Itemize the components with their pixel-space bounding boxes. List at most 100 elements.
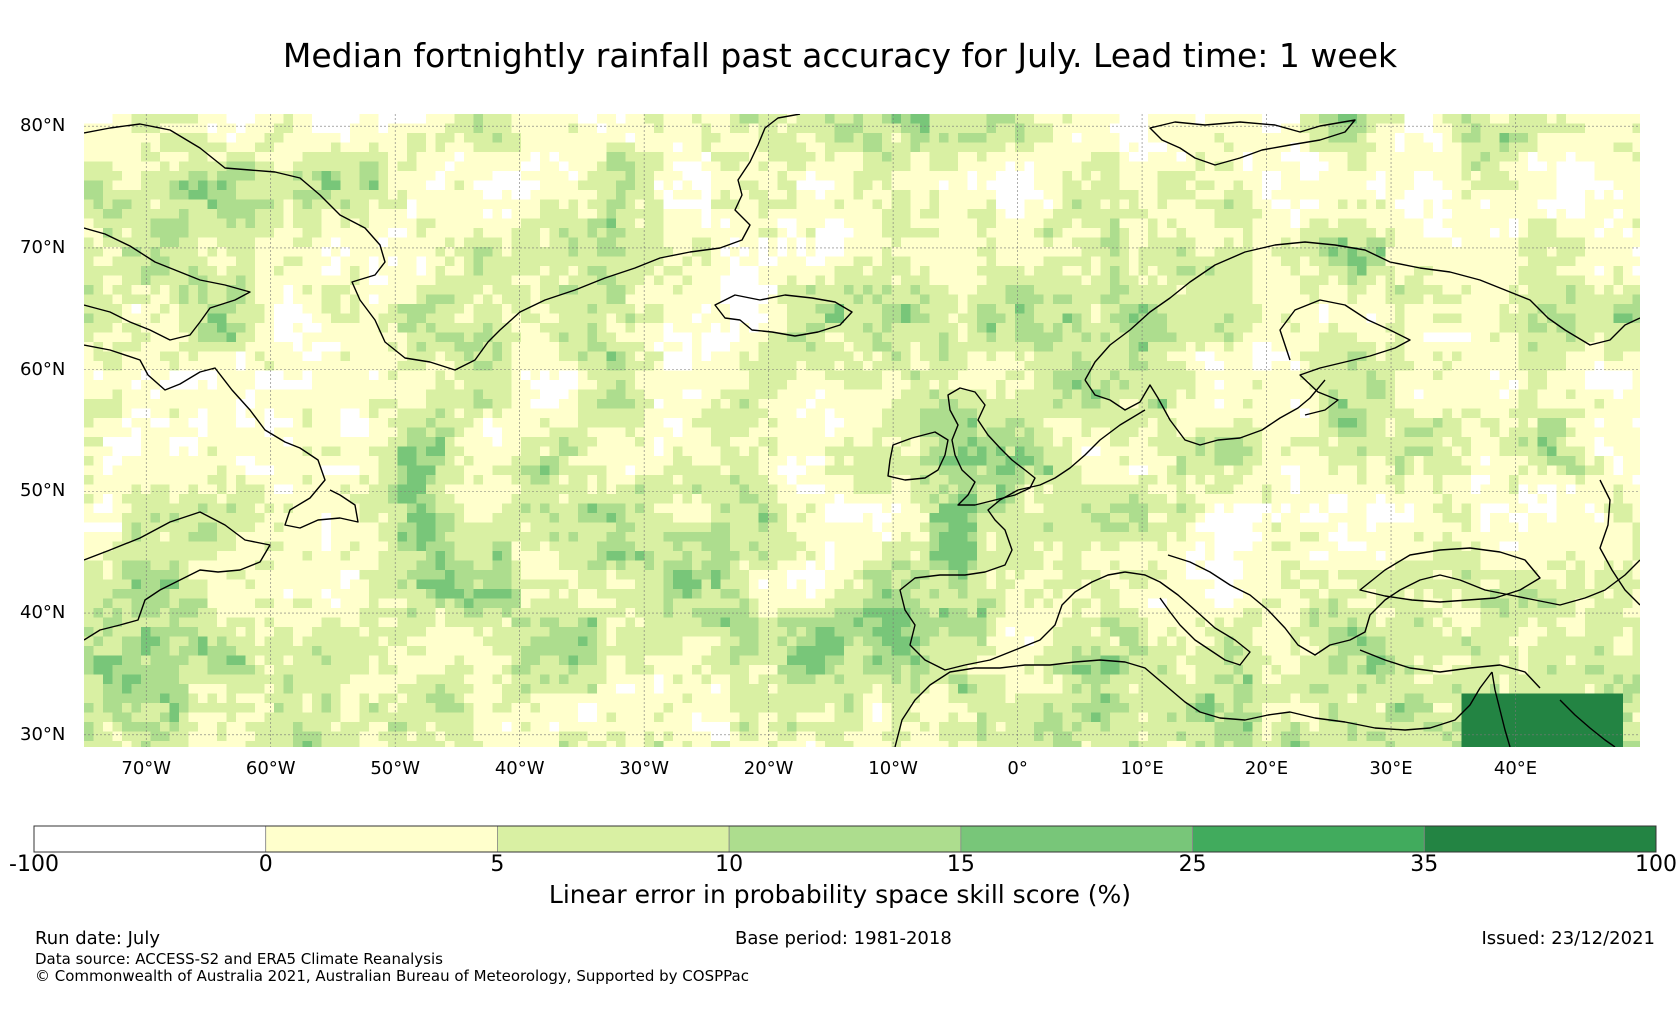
skill-cell [255, 228, 265, 238]
skill-cell [473, 494, 484, 504]
skill-cell [397, 475, 408, 485]
skill-cell [749, 646, 759, 656]
skill-cell [112, 636, 123, 647]
skill-cell [264, 617, 275, 628]
skill-cell [112, 209, 123, 219]
skill-cell [578, 247, 588, 257]
skill-cell [464, 541, 474, 552]
skill-cell [616, 589, 626, 599]
skill-cell [521, 228, 531, 238]
skill-cell [321, 332, 332, 343]
skill-cell [217, 551, 227, 561]
skill-cell [739, 684, 750, 694]
skill-cell [720, 684, 731, 694]
skill-cell [122, 313, 132, 324]
skill-cell [483, 712, 493, 723]
skill-cell [625, 171, 636, 181]
skill-cell [473, 684, 484, 694]
skill-cell [359, 133, 370, 143]
skill-cell [359, 551, 370, 561]
skill-cell [692, 180, 702, 191]
skill-cell [587, 560, 598, 571]
skill-cell [644, 285, 655, 295]
skill-cell [758, 627, 769, 637]
skill-cell [236, 389, 246, 400]
skill-cell [312, 351, 322, 362]
skill-cell [606, 114, 617, 124]
skill-cell [597, 218, 607, 229]
skill-cell [426, 693, 436, 704]
skill-cell [369, 294, 379, 305]
skill-cell [502, 389, 512, 400]
skill-cell [521, 684, 531, 694]
skill-cell [616, 551, 626, 561]
skill-cell [540, 408, 550, 419]
skill-cell [701, 722, 712, 732]
skill-cell [207, 161, 218, 172]
skill-cell [179, 342, 189, 352]
skill-cell [701, 703, 712, 713]
skill-cell [758, 275, 769, 286]
skill-cell [131, 722, 142, 732]
skill-cell [473, 380, 484, 390]
skill-cell [331, 598, 341, 609]
skill-cell [597, 408, 607, 419]
skill-cell [179, 323, 189, 333]
skill-cell [483, 456, 493, 466]
skill-cell [606, 731, 617, 742]
skill-cell [692, 285, 702, 295]
skill-cell [758, 646, 769, 656]
skill-cell [606, 171, 617, 181]
skill-cell [701, 560, 712, 571]
skill-cell [359, 541, 370, 552]
skill-cell [255, 313, 265, 324]
skill-cell [350, 579, 360, 590]
skill-cell [464, 617, 474, 628]
skill-cell [293, 389, 303, 400]
skill-cell [568, 247, 579, 257]
skill-cell [359, 237, 370, 248]
skill-cell [673, 199, 683, 210]
skill-cell [150, 171, 161, 181]
skill-cell [312, 703, 322, 713]
skill-cell [160, 304, 170, 314]
skill-cell [663, 418, 674, 428]
skill-cell [321, 313, 332, 324]
skill-cell [587, 123, 598, 134]
skill-cell [179, 484, 189, 495]
skill-cell [587, 722, 598, 732]
skill-cell [730, 275, 740, 286]
skill-cell [654, 199, 664, 210]
skill-cell [682, 361, 693, 371]
skill-cell [549, 446, 560, 457]
skill-cell [682, 484, 693, 495]
skill-cell [103, 427, 113, 438]
skill-cell [597, 646, 607, 656]
skill-cell [692, 133, 702, 143]
skill-cell [749, 465, 759, 476]
skill-cell [435, 589, 446, 599]
skill-cell [483, 731, 493, 742]
skill-cell [426, 712, 436, 723]
skill-cell [568, 465, 579, 476]
skill-cell [407, 351, 417, 362]
skill-cell [530, 684, 541, 694]
skill-cell [369, 665, 379, 675]
skill-cell [473, 456, 484, 466]
skill-cell [654, 475, 664, 485]
skill-cell [179, 408, 189, 419]
skill-cell [283, 560, 294, 571]
skill-cell [616, 722, 626, 732]
skill-cell [549, 741, 560, 747]
skill-cell [511, 237, 522, 248]
skill-cell [682, 503, 693, 514]
skill-cell [312, 456, 322, 466]
skill-cell [131, 171, 142, 181]
skill-cell [340, 361, 351, 371]
skill-cell [321, 351, 332, 362]
skill-cell [103, 465, 113, 476]
skill-cell [150, 570, 161, 580]
skill-cell [312, 684, 322, 694]
skill-cell [274, 494, 284, 504]
skill-cell [122, 114, 132, 124]
